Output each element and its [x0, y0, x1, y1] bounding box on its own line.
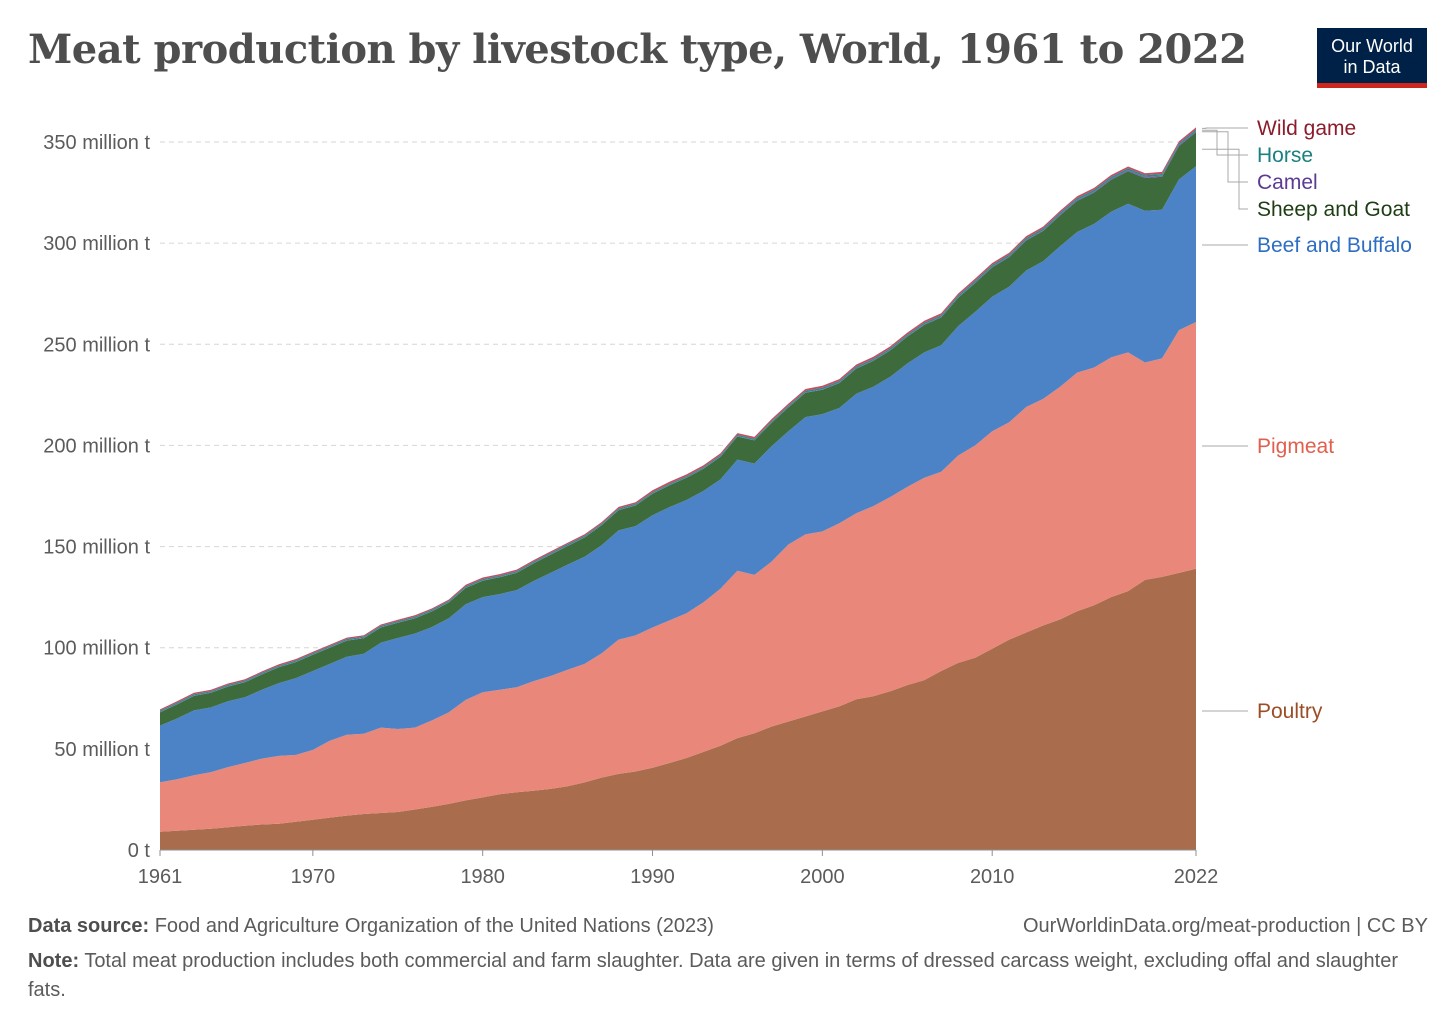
- legend-connector: [1202, 129, 1248, 156]
- chart-note: Note: Total meat production includes bot…: [28, 947, 1408, 1005]
- note-label: Note:: [28, 950, 80, 972]
- y-tick-label: 250 million t: [43, 334, 150, 356]
- y-tick-label: 100 million t: [43, 638, 150, 660]
- x-tick-label: 1990: [630, 866, 675, 888]
- area-pigmeat: [160, 322, 1196, 832]
- x-tick-label: 1961: [138, 866, 183, 888]
- legend-connector: [1202, 148, 1248, 210]
- data-source-label: Data source:: [28, 915, 150, 937]
- legend-label-poultry: Poultry: [1257, 700, 1323, 723]
- y-tick-label: 150 million t: [43, 537, 150, 559]
- source-url-link[interactable]: OurWorldinData.org/meat-production | CC …: [1023, 915, 1428, 937]
- legend-connector: [1202, 131, 1248, 183]
- area-beef-and-buffalo: [160, 166, 1196, 783]
- chart-title: Meat production by livestock type, World…: [28, 26, 1247, 73]
- x-tick-label: 2022: [1174, 866, 1219, 888]
- data-source: Data source: Food and Agriculture Organi…: [28, 915, 714, 938]
- y-tick-label: 200 million t: [43, 435, 150, 457]
- legend: Poultry Pigmeat Beef and Buffalo Sheep and …: [1202, 117, 1412, 723]
- logo-line-2: in Data: [1343, 57, 1401, 77]
- area-poultry: [160, 568, 1196, 850]
- y-tick-label: 50 million t: [54, 739, 150, 761]
- x-tick-label: 2000: [800, 866, 845, 888]
- data-source-text: Food and Agriculture Organization of the…: [154, 915, 714, 937]
- y-axis-ticks: 0 t 50 million t 100 million t 150 million …: [43, 132, 150, 862]
- legend-label-horse: Horse: [1257, 144, 1313, 167]
- stacked-area-chart: 0 t 50 million t 100 million t 150 million …: [43, 117, 1412, 888]
- y-tick-label: 0 t: [128, 840, 151, 862]
- legend-label-sheep-and-goat: Sheep and Goat: [1257, 198, 1410, 221]
- x-tick-label: 1980: [460, 866, 505, 888]
- legend-label-pigmeat: Pigmeat: [1257, 435, 1334, 458]
- note-text: Total meat production includes both comm…: [28, 950, 1398, 1001]
- y-tick-label: 350 million t: [43, 132, 150, 154]
- y-tick-label: 300 million t: [43, 233, 150, 255]
- legend-label-wild-game: Wild game: [1257, 117, 1356, 140]
- logo-line-1: Our World: [1331, 36, 1413, 56]
- x-tick-label: 2010: [970, 866, 1015, 888]
- owid-logo[interactable]: Our World in Data: [1317, 28, 1427, 88]
- area-series: [160, 127, 1196, 850]
- legend-label-camel: Camel: [1257, 171, 1318, 194]
- x-axis: 1961 1970 1980 1990 2000 2010 2022: [138, 849, 1219, 888]
- x-tick-label: 1970: [291, 866, 336, 888]
- legend-label-beef-and-buffalo: Beef and Buffalo: [1257, 234, 1412, 257]
